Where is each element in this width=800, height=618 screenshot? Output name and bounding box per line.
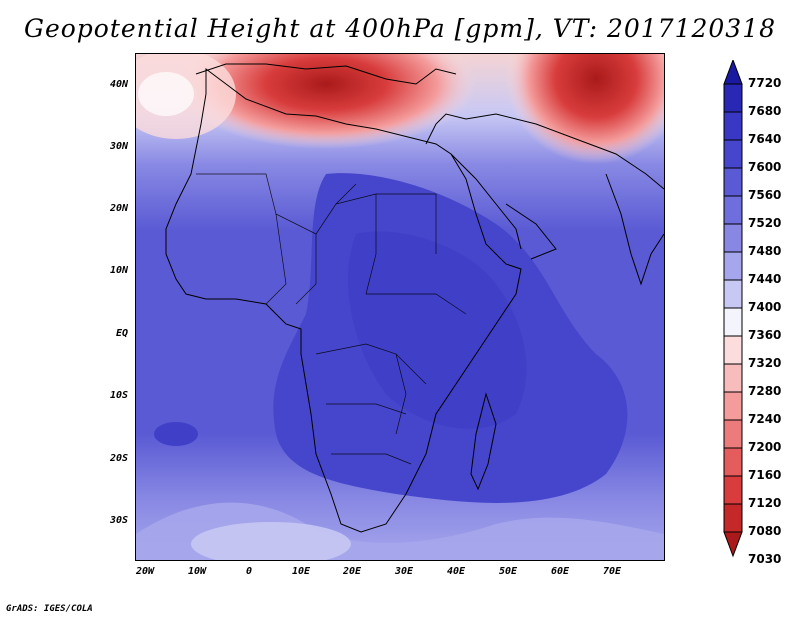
- colorbar-segment: [723, 111, 743, 141]
- arabia-coast: [505, 203, 557, 260]
- lat-label-40n: 40N: [109, 79, 128, 90]
- colorbar-label: 7680: [748, 104, 782, 118]
- lat-label-20n: 20N: [109, 203, 128, 214]
- colorbar-segment: [723, 83, 743, 113]
- colorbar-label: 7360: [748, 328, 782, 342]
- colorbar-segment: [723, 307, 743, 337]
- colorbar-label: 7520: [748, 216, 782, 230]
- colorbar-label: 7400: [748, 300, 782, 314]
- colorbar-label: 7030: [748, 552, 782, 566]
- height-field-map: [136, 54, 664, 560]
- lon-label-30e: 30E: [394, 566, 414, 577]
- colorbar-label: 7440: [748, 272, 782, 286]
- colorbar-label: 7480: [748, 244, 782, 258]
- lat-label-eq: EQ: [115, 328, 128, 339]
- colorbar-label: 7160: [748, 468, 782, 482]
- colorbar-segment: [723, 223, 743, 253]
- lon-label-10w: 10W: [187, 566, 207, 577]
- asia-coast: [425, 113, 664, 190]
- colorbar-segment: [723, 279, 743, 309]
- lon-label-40e: 40E: [446, 566, 466, 577]
- colorbar-label: 7280: [748, 384, 782, 398]
- colorbar-label: 7560: [748, 188, 782, 202]
- lon-label-10e: 10E: [291, 566, 311, 577]
- southern-light-patch: [191, 522, 351, 560]
- high-center-north: [176, 54, 476, 149]
- colorbar-label: 7120: [748, 496, 782, 510]
- colorbar-segment: [723, 251, 743, 281]
- lon-label-50e: 50E: [498, 566, 518, 577]
- lat-label-30s: 30S: [109, 515, 128, 526]
- colorbar-segment: [723, 167, 743, 197]
- europe-coast: [195, 63, 457, 85]
- lat-label-10s: 10S: [109, 390, 128, 401]
- india-coast: [605, 173, 664, 286]
- lon-label-60e: 60E: [550, 566, 570, 577]
- atlantic-low-patch: [154, 422, 198, 446]
- colorbar-label: 7080: [748, 524, 782, 538]
- coastlines: [165, 63, 664, 533]
- lon-label-20w: 20W: [135, 566, 155, 577]
- colorbar-top-arrow: [723, 60, 743, 85]
- colorbar-label: 7640: [748, 132, 782, 146]
- colorbar-segment: [723, 139, 743, 169]
- colorbar-segment: [723, 475, 743, 505]
- country-borders: [196, 173, 467, 465]
- high-west-core: [138, 72, 194, 116]
- chart-title: Geopotential Height at 400hPa [gpm], VT:…: [23, 14, 777, 43]
- lon-label-20e: 20E: [342, 566, 362, 577]
- colorbar-segment: [723, 335, 743, 365]
- africa-outline: [165, 68, 522, 533]
- lon-label-70e: 70E: [602, 566, 622, 577]
- colorbar-label: 7200: [748, 440, 782, 454]
- colorbar-segment: [723, 447, 743, 477]
- lat-label-30n: 30N: [109, 141, 128, 152]
- colorbar-segment: [723, 363, 743, 393]
- high-center-northeast: [506, 54, 664, 164]
- colorbar-bottom-arrow: [723, 531, 743, 558]
- colorbar-segment: [723, 391, 743, 421]
- colorbar-segment: [723, 503, 743, 533]
- colorbar-label: 7240: [748, 412, 782, 426]
- colorbar-segment: [723, 419, 743, 449]
- lat-label-20s: 20S: [109, 453, 128, 464]
- lat-label-10n: 10N: [109, 265, 128, 276]
- madagascar-outline: [470, 392, 497, 491]
- colorbar: [723, 60, 743, 558]
- colorbar-segment: [723, 195, 743, 225]
- colorbar-label: 7720: [748, 76, 782, 90]
- colorbar-label: 7600: [748, 160, 782, 174]
- red-sea: [450, 153, 522, 250]
- lon-label-0: 0: [245, 566, 253, 577]
- colorbar-label: 7320: [748, 356, 782, 370]
- field-core-inner: [347, 231, 527, 429]
- map-panel: [135, 53, 665, 561]
- credit-text: GrADS: IGES/COLA: [6, 604, 93, 614]
